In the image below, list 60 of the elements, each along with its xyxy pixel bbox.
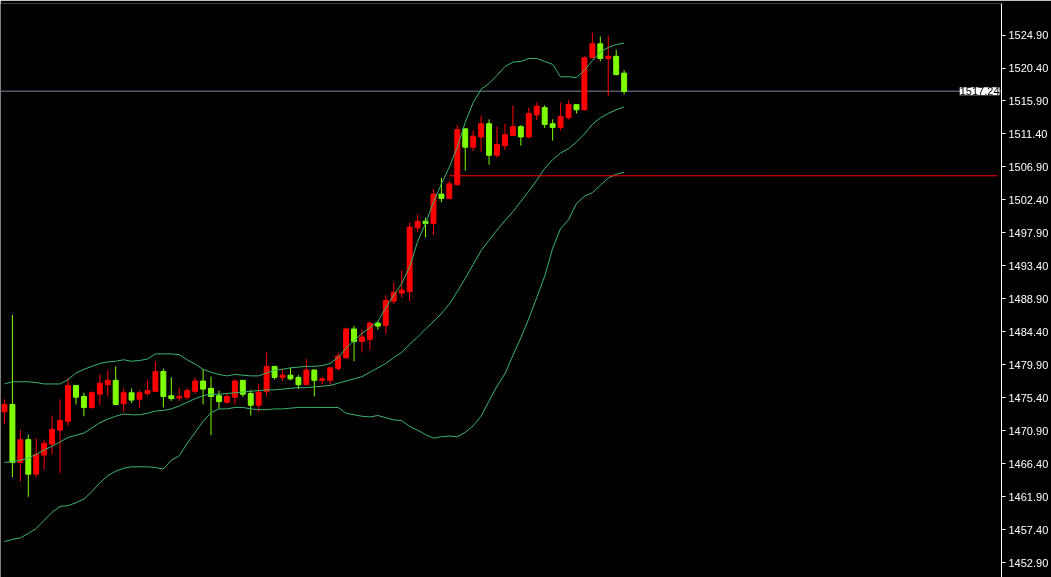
y-tick-label: 1493.40 [1008,259,1049,272]
y-tick-label: 1461.90 [1008,490,1049,503]
candlestick [73,384,79,405]
y-tick-label: 1524.90 [1008,29,1049,42]
candlestick [168,376,175,402]
candlestick [589,32,596,59]
candlestick [41,439,48,471]
candlestick [541,104,548,129]
candlestick [96,373,103,406]
line-series [3,171,625,543]
candlestick [1,398,8,425]
line-series [3,42,625,385]
candlestick [597,35,604,62]
candlestick [462,128,469,172]
candlestick [422,217,429,238]
y-tick-label: 1511.40 [1008,127,1048,140]
y-tick-label: 1470.90 [1008,424,1049,437]
candlestick [247,389,254,416]
y-tick-label: 1506.90 [1008,160,1049,173]
candlestick [494,126,500,159]
y-tick-label: 1475.40 [1008,391,1049,404]
candlestick [208,376,214,436]
candlestick [525,107,532,139]
ref-line-label: 1517.24 [959,85,1000,98]
candlestick [80,392,87,417]
candlestick [351,325,357,362]
candlestick [478,115,485,153]
candlestick [216,390,222,410]
candlestick [509,104,516,137]
candlestick [104,369,111,397]
candlestick [359,329,365,353]
candlestick [621,69,628,95]
candlestick [438,177,445,203]
candlestick [398,269,405,298]
candlestick [311,368,318,397]
candlestick [49,414,56,455]
y-tick-label: 1452.90 [1008,556,1049,569]
candlestick [502,123,508,151]
y-tick-label: 1502.40 [1008,193,1049,206]
y-tick-label: 1520.40 [1008,62,1049,75]
candlestick [120,387,127,413]
candlestick [200,368,207,405]
candlestick [33,437,40,478]
y-tick-label: 1497.90 [1008,226,1049,239]
y-tick-label: 1457.40 [1008,523,1049,536]
y-tick-label: 1484.40 [1008,325,1049,338]
candlestick [549,118,556,142]
candlestick [605,35,612,97]
candlestick [17,429,24,482]
candlestick [613,49,620,76]
candlestick [470,129,477,152]
candlestick [231,379,238,405]
y-tick-label: 1515.90 [1008,95,1049,107]
candlestick [303,358,310,386]
candlestick [57,398,64,474]
candlestick [255,383,262,413]
y-tick-label: 1488.90 [1008,292,1049,305]
candlestick [517,124,524,147]
y-tick-label: 1479.90 [1008,358,1049,371]
y-tick-label: 1466.40 [1008,457,1049,470]
